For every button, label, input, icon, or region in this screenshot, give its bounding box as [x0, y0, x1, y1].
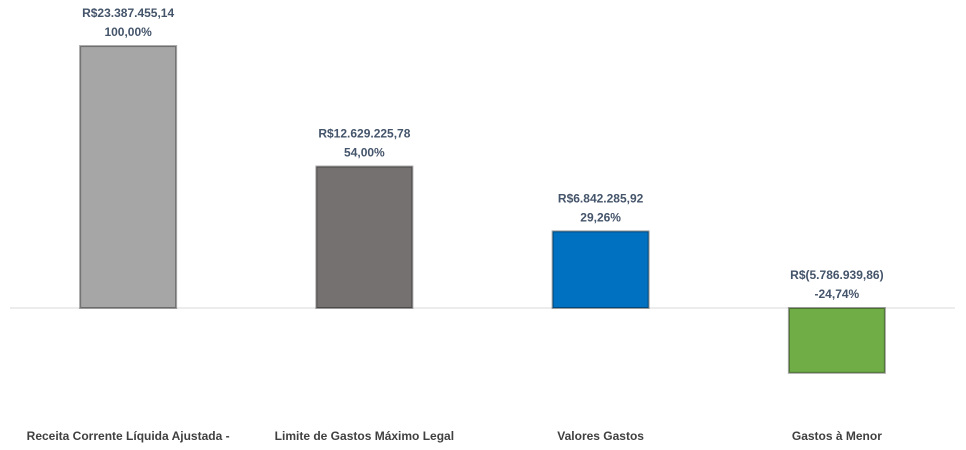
- bar: [787, 307, 886, 374]
- value-label: R$12.629.225,78: [318, 127, 410, 141]
- x-tick-label: Receita Corrente Líquida Ajustada -: [27, 429, 230, 443]
- x-tick-label: Gastos à Menor: [792, 429, 882, 443]
- value-label: R$(5.786.939,86): [790, 268, 883, 282]
- x-tick-label: Valores Gastos: [557, 429, 644, 443]
- percent-label: 54,00%: [344, 146, 385, 160]
- percent-label: 100,00%: [104, 25, 152, 39]
- percent-label: -24,74%: [815, 287, 860, 301]
- bar: [551, 230, 650, 309]
- percent-label: 29,26%: [580, 211, 621, 225]
- value-label: R$23.387.455,14: [82, 6, 174, 20]
- value-label: R$6.842.285,92: [558, 192, 644, 206]
- bar: [315, 165, 414, 309]
- bar: [79, 45, 178, 309]
- x-tick-label: Limite de Gastos Máximo Legal: [275, 429, 454, 443]
